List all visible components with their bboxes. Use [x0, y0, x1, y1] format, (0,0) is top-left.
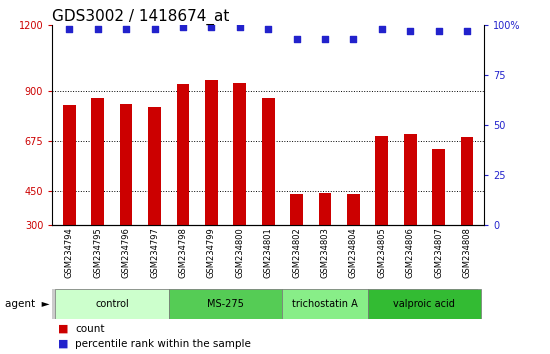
Bar [290, 194, 303, 225]
Point [292, 36, 301, 42]
Point [207, 24, 216, 30]
Text: agent  ►: agent ► [5, 298, 50, 309]
Point [434, 28, 443, 34]
Point [122, 26, 130, 32]
Point [179, 24, 188, 30]
Text: control: control [95, 298, 129, 309]
Point [150, 26, 159, 32]
Bar [205, 80, 218, 225]
Bar [375, 136, 388, 225]
Bar [262, 98, 274, 225]
Point [321, 36, 329, 42]
Text: ■: ■ [58, 339, 68, 349]
Text: GDS3002 / 1418674_at: GDS3002 / 1418674_at [52, 8, 230, 25]
Bar [367, 289, 481, 319]
Bar [120, 104, 133, 225]
Text: ■: ■ [58, 324, 68, 333]
Point [377, 26, 386, 32]
Bar [347, 194, 360, 225]
Bar [432, 149, 445, 225]
Point [349, 36, 358, 42]
Text: trichostatin A: trichostatin A [292, 298, 358, 309]
Text: MS-275: MS-275 [207, 298, 244, 309]
Point [235, 24, 244, 30]
Bar [177, 84, 189, 225]
Point [406, 28, 415, 34]
Bar [91, 98, 104, 225]
Point [264, 26, 273, 32]
Bar [169, 289, 282, 319]
Point [463, 28, 471, 34]
Bar [55, 289, 169, 319]
Text: valproic acid: valproic acid [393, 298, 455, 309]
Point [94, 26, 102, 32]
Bar [282, 289, 367, 319]
Bar [404, 134, 416, 225]
Bar [63, 105, 76, 225]
Bar [460, 137, 474, 225]
Bar [148, 107, 161, 225]
Bar [233, 82, 246, 225]
Point [65, 26, 74, 32]
Bar [318, 193, 331, 225]
Text: count: count [75, 324, 105, 333]
Text: percentile rank within the sample: percentile rank within the sample [75, 339, 251, 349]
